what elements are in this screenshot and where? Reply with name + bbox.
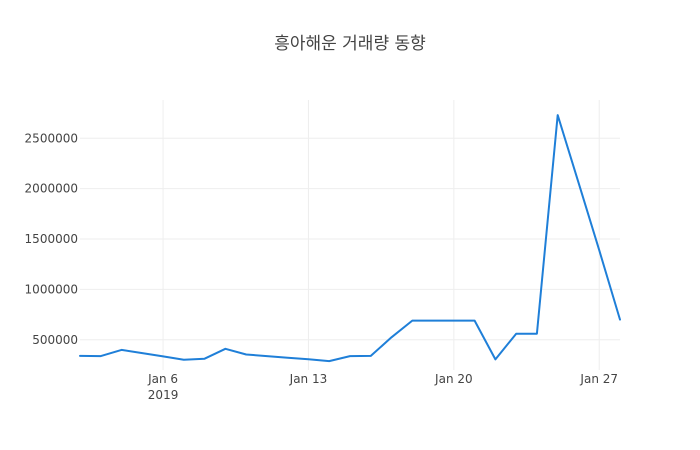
data-point (224, 348, 226, 350)
y-tick-label: 2500000 (25, 131, 78, 145)
x-tick-label: Jan 20 (434, 372, 473, 386)
x-tick-sublabel: 2019 (148, 388, 179, 402)
data-point (141, 352, 143, 354)
y-tick-label: 500000 (32, 333, 78, 347)
data-point (307, 358, 309, 360)
data-point (598, 249, 600, 251)
data-point (494, 358, 496, 360)
data-point (349, 355, 351, 357)
data-point (162, 355, 164, 357)
data-point (287, 357, 289, 359)
data-point (536, 333, 538, 335)
chart-title: 흥아해운 거래량 동향 (274, 34, 426, 54)
x-tick-label: Jan 27 (579, 372, 618, 386)
series-layer (79, 114, 621, 363)
data-point (619, 319, 621, 321)
data-point (432, 320, 434, 322)
y-tick-label: 1000000 (25, 282, 78, 296)
grid-layer (80, 100, 620, 370)
data-point (121, 349, 123, 351)
x-tick-label: Jan 13 (289, 372, 328, 386)
data-point (391, 336, 393, 338)
data-point (370, 355, 372, 357)
data-point (515, 333, 517, 335)
series-line (79, 114, 621, 363)
data-point (411, 320, 413, 322)
x-tick-label: Jan 6 (147, 372, 178, 386)
data-point (100, 355, 102, 357)
data-point (577, 182, 579, 184)
data-point (453, 320, 455, 322)
data-point (204, 358, 206, 360)
data-point (474, 320, 476, 322)
data-point (245, 353, 247, 355)
data-point (183, 359, 185, 361)
y-tick-label: 2000000 (25, 182, 78, 196)
axis-layer: 500000 1000000 1500000 2000000 2500000 Jan 6 2… (25, 131, 618, 402)
data-point (328, 360, 330, 362)
y-tick-label: 1500000 (25, 232, 78, 246)
data-point (79, 355, 81, 357)
data-point (557, 114, 559, 116)
data-point (266, 355, 268, 357)
